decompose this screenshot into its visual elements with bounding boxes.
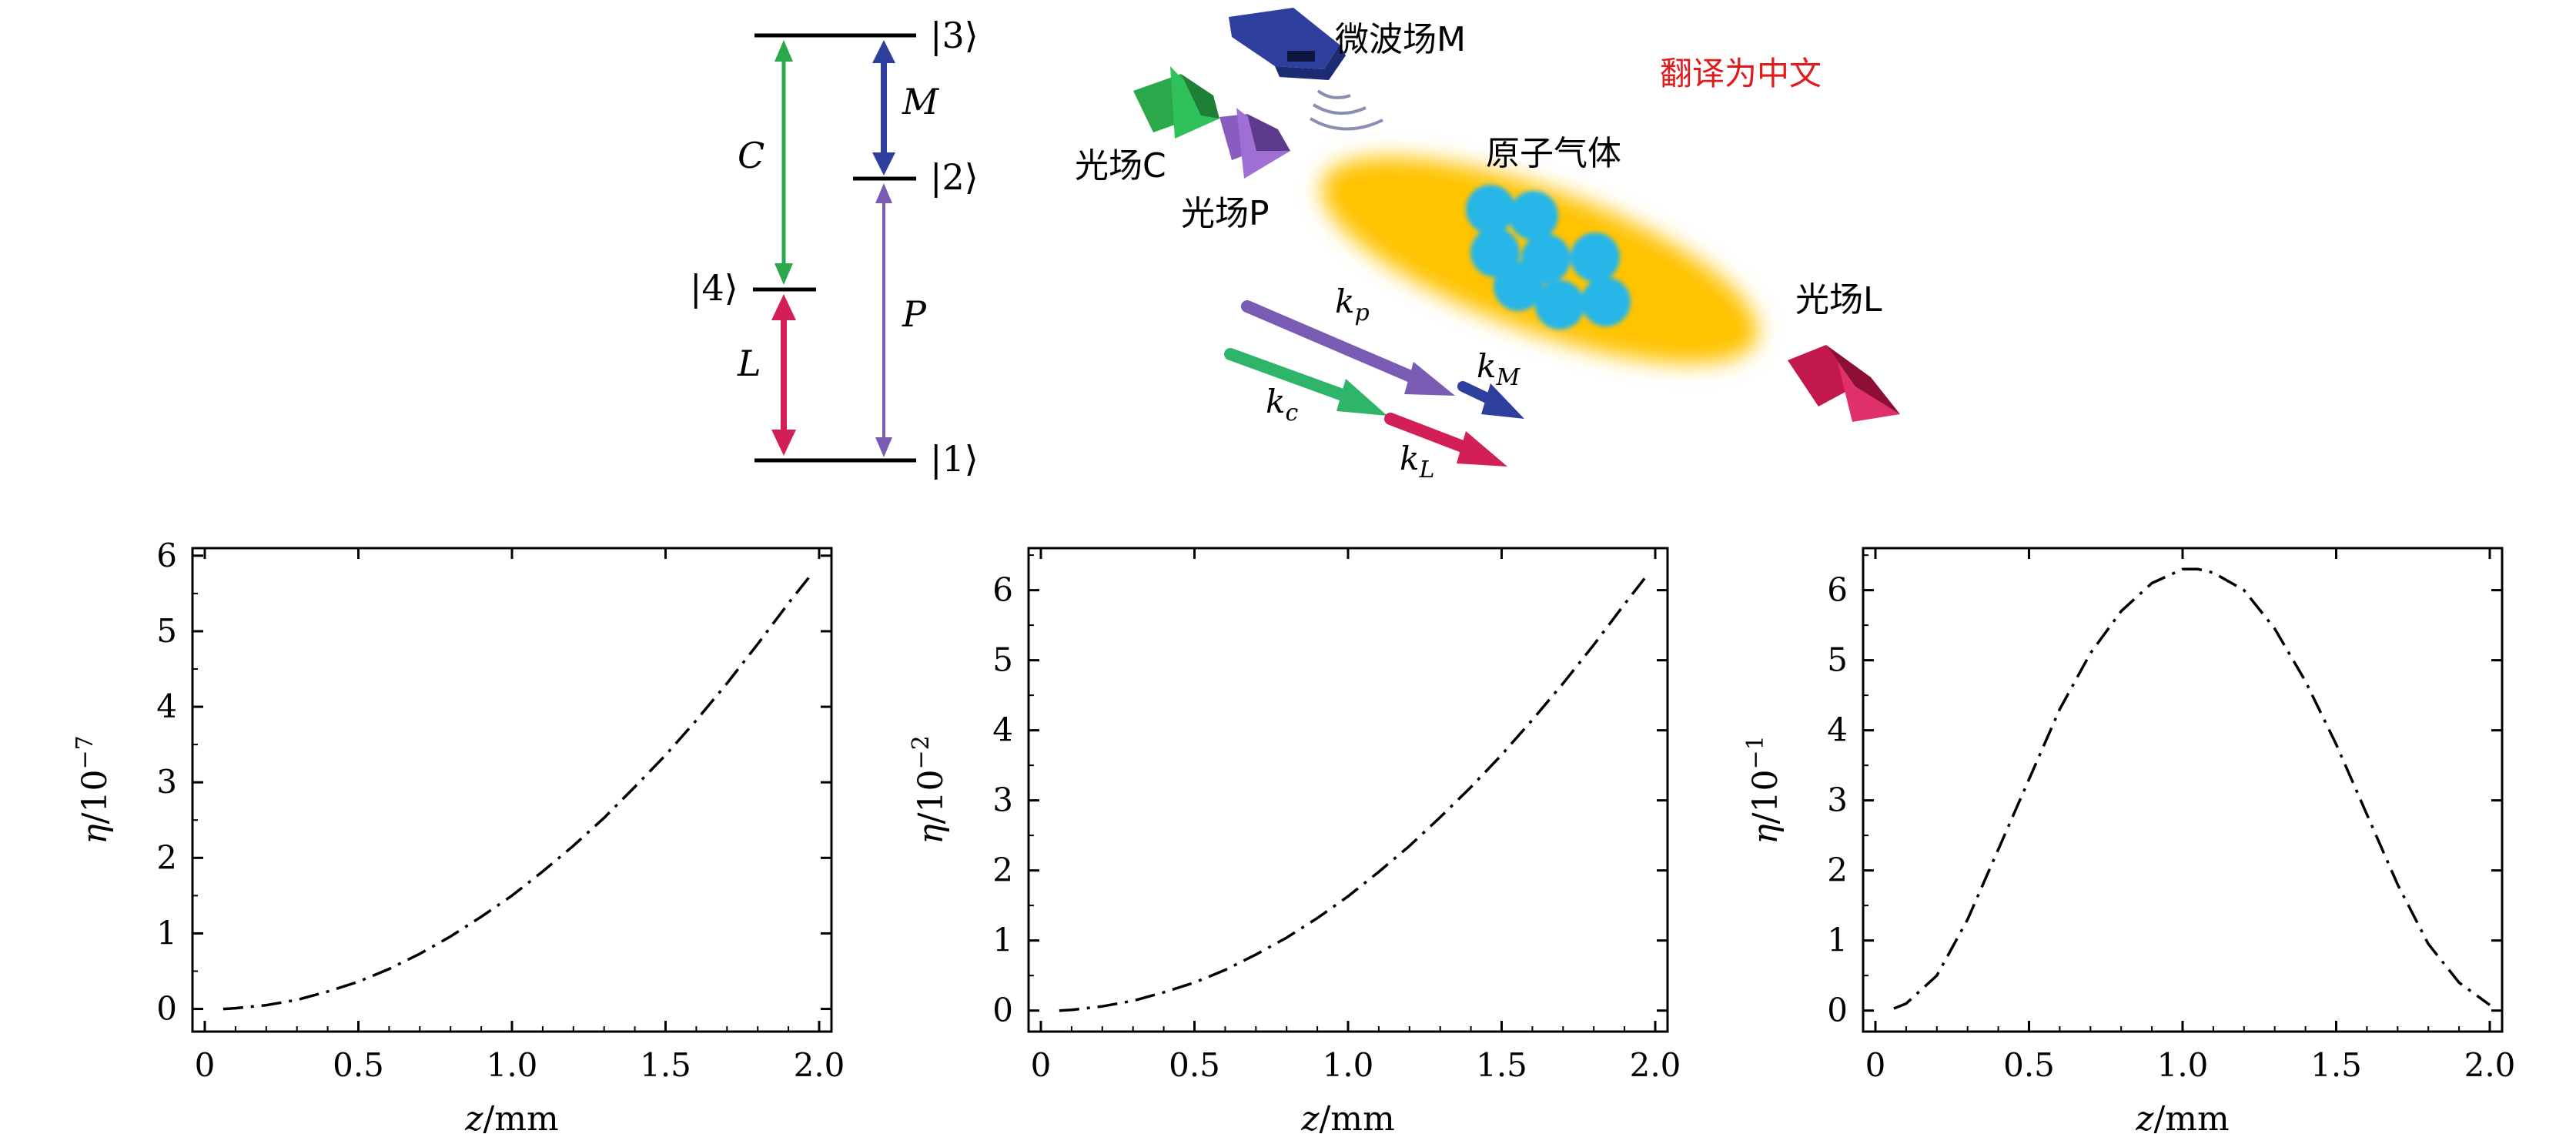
y-tick-label: 0 [1827,992,1848,1029]
y-tick-label: 1 [992,922,1013,959]
atom [1494,262,1543,311]
atom [1535,280,1584,329]
field-c-arrow-icon [1133,66,1219,139]
plot-frame [1862,547,2504,1033]
wavevector-kl-arrow [1384,413,1507,467]
energy-level-diagram: |3⟩ |2⟩ |4⟩ |1⟩ C M L P [690,15,979,480]
field-l-arrow-icon [1788,345,1900,422]
x-axis-label: z/mm [2135,1099,2229,1139]
transition-p-arrow [875,183,892,457]
microwave-horn-icon [1229,8,1346,80]
x-tick-label: 1.5 [2310,1046,2362,1084]
field-c-label: 光场C [1075,146,1166,186]
wavevector-kc-arrow [1224,348,1387,416]
efficiency-curve [1893,567,2491,1010]
x-tick-label: 1.0 [1323,1046,1374,1084]
y-tick-label: 4 [156,687,177,725]
level-1-label: |1⟩ [930,438,979,480]
plot-frame [1027,547,1669,1033]
y-tick-label: 3 [992,781,1013,819]
x-tick-label: 0.5 [333,1046,384,1084]
x-tick-label: 1.0 [487,1046,538,1084]
x-tick-label: 0.5 [1169,1046,1220,1084]
chart-panel-2: 0 0.5 1.0 1.5 2.0 0 1 2 3 4 5 6 z/mm η/10−2 [908,547,1681,1139]
wavevector-kp-arrow [1241,300,1455,396]
y-tick-label: 2 [992,851,1013,889]
wavevector-kc-label: kc [1266,383,1298,426]
plot-frame [191,547,833,1033]
wavevector-kl-label: kL [1400,440,1434,483]
x-tick-label: 2.0 [2464,1046,2516,1084]
x-axis-label: z/mm [464,1099,558,1139]
efficiency-charts: 0 0.5 1.0 1.5 2.0 0 1 2 3 4 5 6 z/mm η/10−7 0 0.5 1.0 1.5… [72,537,2515,1139]
wavevector-km-label: kM [1477,347,1521,391]
y-tick-label: 5 [156,612,177,650]
y-tick-label: 2 [156,838,177,876]
y-tick-label: 3 [156,763,177,801]
y-axis-label: η/10−1 [1742,735,1785,844]
level-4-label: |4⟩ [690,267,738,309]
x-tick-label: 0 [195,1046,216,1084]
experimental-setup: 原子气体 微波场M 光场C 光场P [1075,8,1900,483]
level-2-label: |2⟩ [930,156,979,198]
efficiency-curve [1059,571,1651,1012]
chart-panel-3: 0 0.5 1.0 1.5 2.0 0 1 2 3 4 5 6 z/mm η/10−1 [1742,547,2516,1139]
atoms-cluster [1466,185,1631,329]
kp-subscript: p [1354,299,1369,326]
microwave-label: 微波场M [1335,20,1466,59]
y-tick-label: 5 [1827,641,1848,679]
y-tick-label: 4 [992,711,1013,749]
level-3-label: |3⟩ [930,15,979,56]
y-tick-label: 1 [156,914,177,952]
x-tick-label: 1.5 [1476,1046,1527,1084]
x-tick-label: 1.5 [640,1046,691,1084]
microwave-wave-icon [1309,89,1383,131]
atom-gas-label: 原子气体 [1486,134,1621,173]
y-axis-label: η/10−7 [72,735,115,844]
field-l-label: 光场L [1795,280,1882,319]
efficiency-curve [222,571,815,1011]
field-p-arrow-icon [1219,108,1290,179]
atom [1571,232,1620,282]
y-axis-label: η/10−2 [908,735,951,844]
y-tick-label: 6 [156,537,177,574]
y-tick-label: 5 [992,641,1013,679]
atom [1466,185,1515,234]
chart-panel-1: 0 0.5 1.0 1.5 2.0 0 1 2 3 4 5 6 z/mm η/10−7 [72,537,845,1139]
y-tick-label: 0 [156,990,177,1028]
x-tick-label: 1.0 [2157,1046,2209,1084]
x-tick-label: 0 [1865,1046,1886,1084]
x-tick-label: 0 [1031,1046,1052,1084]
y-tick-label: 1 [1827,922,1848,959]
y-tick-label: 0 [992,992,1013,1029]
transition-m-label: M [902,81,940,122]
transition-p-label: P [902,293,927,335]
atom [1581,277,1631,326]
y-tick-label: 4 [1827,711,1848,749]
field-p-label: 光场P [1181,194,1270,233]
x-tick-label: 2.0 [794,1046,845,1084]
atom [1509,191,1558,240]
y-tick-label: 6 [1827,571,1848,609]
transition-l-arrow [771,294,796,456]
transition-c-label: C [738,135,764,176]
x-axis-label: z/mm [1300,1099,1394,1139]
y-tick-label: 2 [1827,851,1848,889]
wavevector-km-arrow [1457,381,1524,419]
transition-l-label: L [737,343,761,384]
x-tick-label: 0.5 [2003,1046,2055,1084]
transition-c-arrow [774,40,793,285]
transition-m-arrow [872,40,895,176]
x-tick-label: 2.0 [1630,1046,1681,1084]
translate-note: 翻译为中文 [1660,55,1822,92]
y-tick-label: 6 [992,571,1013,609]
wavevector-kp-label: kp [1335,283,1370,326]
y-tick-label: 3 [1827,781,1848,819]
